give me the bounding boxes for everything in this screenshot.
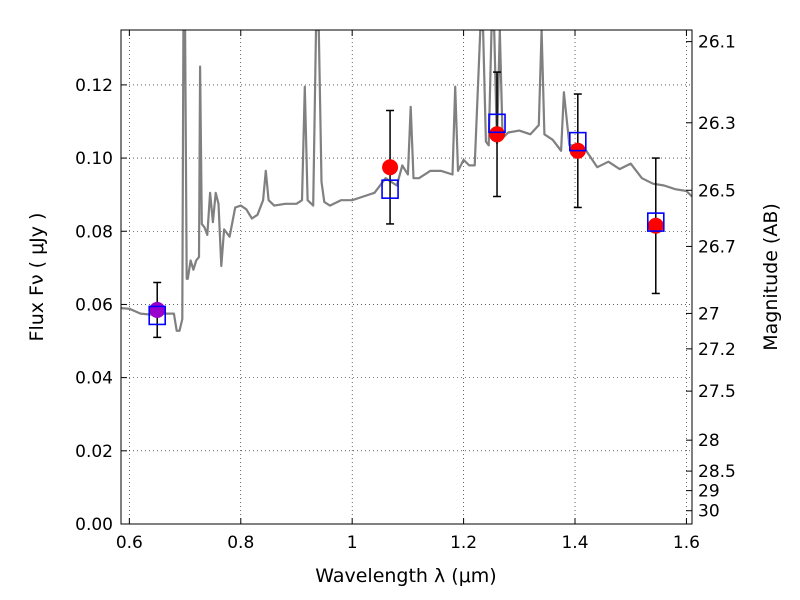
plot-frame	[120, 29, 693, 525]
mag-tick-label: 28.5	[698, 462, 736, 482]
y-tick-label: 0.08	[75, 222, 113, 242]
y-tick-label: 0.04	[75, 369, 113, 389]
y2-axis-label: Magnitude (AB)	[760, 203, 782, 351]
mag-tick-label: 28	[698, 431, 720, 451]
mag-tick-label: 29	[698, 482, 720, 502]
x-tick-label: 1	[347, 533, 358, 553]
mag-tick-label: 26.1	[698, 33, 736, 53]
model-photometry-box	[148, 305, 167, 326]
observed-point	[382, 159, 399, 176]
plot-background	[121, 30, 692, 524]
mag-tick-label: 26.5	[698, 181, 736, 201]
model-photometry-box	[568, 131, 587, 152]
model-photometry-box	[646, 212, 665, 232]
mag-tick-label: 26.3	[698, 114, 736, 134]
model-spectrum	[121, 30, 692, 332]
observed-point	[149, 301, 166, 318]
x-tick-label: 1.2	[450, 533, 477, 553]
x-tick-label: 0.6	[116, 533, 143, 553]
observed-point	[647, 217, 664, 234]
model-photometry-box	[381, 179, 399, 199]
mag-tick-label: 30	[698, 502, 720, 522]
y-tick-label: 0.12	[75, 76, 113, 96]
x-axis-label: Wavelength λ (μm)	[315, 565, 496, 587]
mag-tick-label: 26.7	[698, 237, 736, 257]
y-tick-label: 0.00	[75, 515, 113, 535]
axis-ticks: 0.6 0.8 1 1.2 1.4 1.6 0.00 0.02 0.04 0.06 0.08 0.10…	[75, 30, 736, 553]
y-tick-label: 0.10	[75, 149, 113, 169]
x-tick-label: 1.4	[561, 533, 588, 553]
model-spectrum-line	[121, 30, 692, 332]
observed-point	[489, 126, 506, 143]
y-tick-label: 0.06	[75, 295, 113, 315]
model-photometry-box	[488, 113, 506, 134]
y-tick-label: 0.02	[75, 442, 113, 462]
mag-tick-label: 27	[698, 304, 720, 324]
photometry-points	[148, 71, 665, 339]
mag-tick-label: 27.2	[698, 340, 736, 360]
y-axis-label: Flux Fν ( μJy )	[26, 213, 48, 342]
x-tick-label: 1.6	[673, 533, 700, 553]
x-tick-label: 0.8	[227, 533, 254, 553]
mag-tick-label: 27.5	[698, 382, 736, 402]
